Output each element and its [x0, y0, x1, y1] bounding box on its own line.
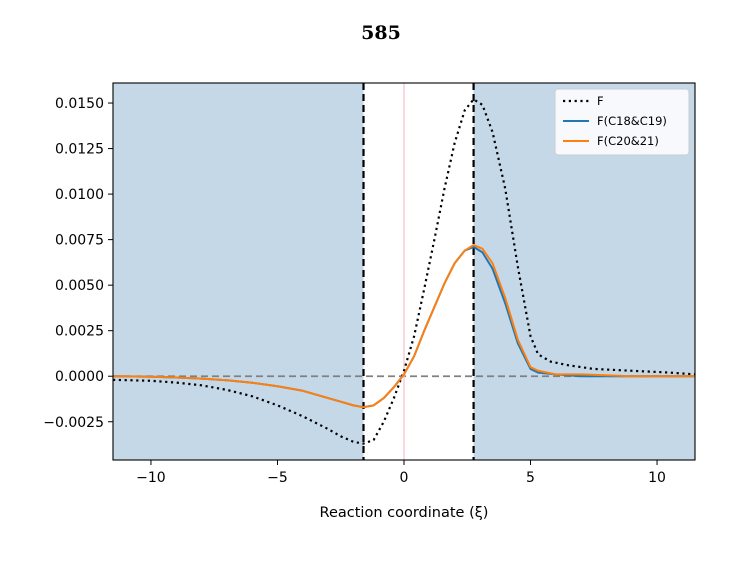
plot-area: −10 −5 0 5 10 −0.0025 0.0000 0.0025 0.0050 0.0075…: [43, 82, 696, 486]
shaded-region-0: [113, 83, 364, 460]
y-tick-label-3: 0.0050: [55, 278, 104, 294]
series-line-2: [113, 244, 695, 409]
x-tick-label-0: −10: [136, 470, 166, 486]
legend: F F(C18&C19) F(C20&21): [554, 88, 690, 156]
legend-box: [554, 88, 690, 156]
y-tick-label-6: 0.0125: [55, 142, 104, 158]
legend-label-2: F(C20&21): [597, 134, 659, 148]
legend-label-1: F(C18&C19): [597, 114, 667, 128]
y-tick-label-2: 0.0025: [55, 324, 104, 340]
series-line-0: [113, 98, 695, 445]
x-tick-label-1: −5: [267, 470, 288, 486]
x-tick-label-2: 0: [400, 470, 409, 486]
y-tick-label-4: 0.0075: [55, 233, 104, 249]
y-tick-label-0: −0.0025: [43, 415, 104, 431]
x-axis-label: Reaction coordinate (ξ): [320, 505, 489, 521]
y-tick-label-7: 0.0150: [55, 96, 104, 112]
x-tick-label-3: 5: [526, 470, 535, 486]
legend-label-0: F: [597, 94, 604, 108]
x-tick-label-4: 10: [648, 470, 666, 486]
y-tick-label-1: 0.0000: [55, 369, 104, 385]
series-group: [113, 98, 695, 445]
y-tick-label-5: 0.0100: [55, 187, 104, 203]
chart-title: 585: [361, 22, 401, 44]
